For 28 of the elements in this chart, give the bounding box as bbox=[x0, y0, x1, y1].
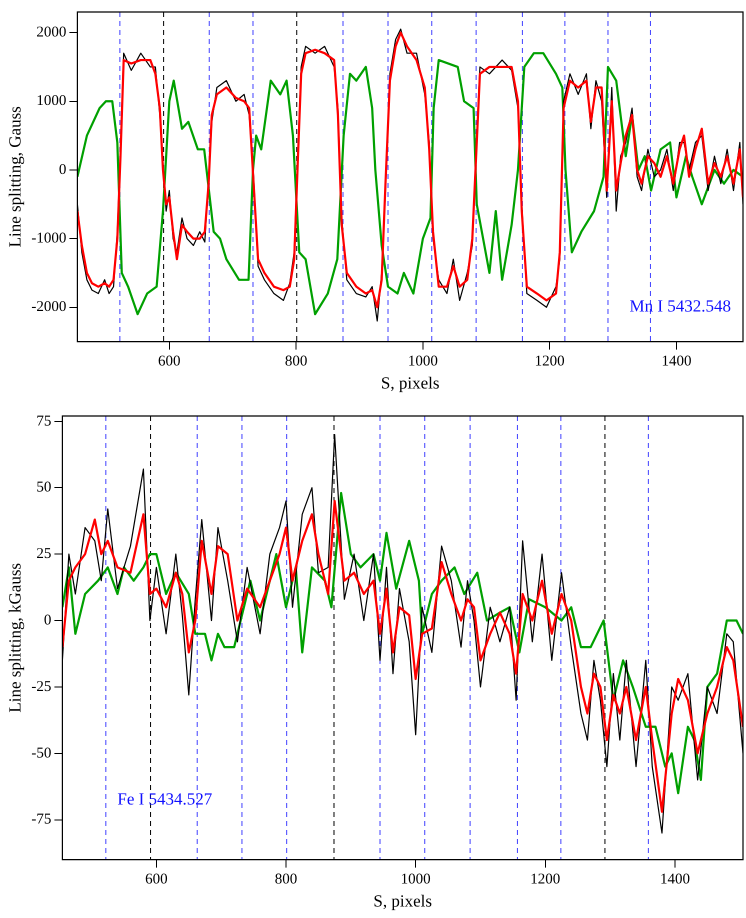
y-tick-label: -75 bbox=[31, 812, 52, 828]
x-tick-label: 1200 bbox=[534, 354, 565, 370]
x-tick-label: 800 bbox=[284, 354, 308, 370]
y-tick-label: 25 bbox=[36, 546, 52, 562]
annotation: Fe I 5434.527 bbox=[117, 790, 213, 809]
x-tick-label: 600 bbox=[145, 872, 168, 888]
y-tick-label: -25 bbox=[31, 678, 52, 695]
y-tick-label: -50 bbox=[31, 745, 52, 762]
y-tick-label: 1000 bbox=[36, 93, 66, 110]
y-tick-label: 50 bbox=[36, 480, 52, 496]
x-tick-label: 800 bbox=[274, 872, 298, 888]
x-axis-title: S, pixels bbox=[380, 373, 440, 392]
x-tick-label: 600 bbox=[158, 354, 181, 370]
x-tick-label: 1000 bbox=[408, 354, 438, 370]
x-tick-label: 1400 bbox=[661, 354, 692, 370]
annotation: Mn I 5432.548 bbox=[629, 296, 731, 316]
y-tick-label: -1000 bbox=[31, 230, 66, 247]
y-axis-title: Line splitting, kGauss bbox=[6, 562, 25, 713]
y-tick-label: 2000 bbox=[36, 24, 66, 41]
y-tick-label: 0 bbox=[44, 612, 52, 628]
x-tick-label: 1400 bbox=[660, 872, 690, 888]
x-axis-title: S, pixels bbox=[373, 891, 432, 910]
y-tick-label: -2000 bbox=[31, 299, 66, 316]
y-tick-label: 75 bbox=[36, 413, 52, 430]
y-axis-title: Line splitting, Gauss bbox=[6, 106, 25, 248]
x-tick-label: 1200 bbox=[530, 872, 560, 888]
x-tick-label: 1000 bbox=[400, 872, 431, 888]
y-tick-label: 0 bbox=[58, 162, 66, 178]
